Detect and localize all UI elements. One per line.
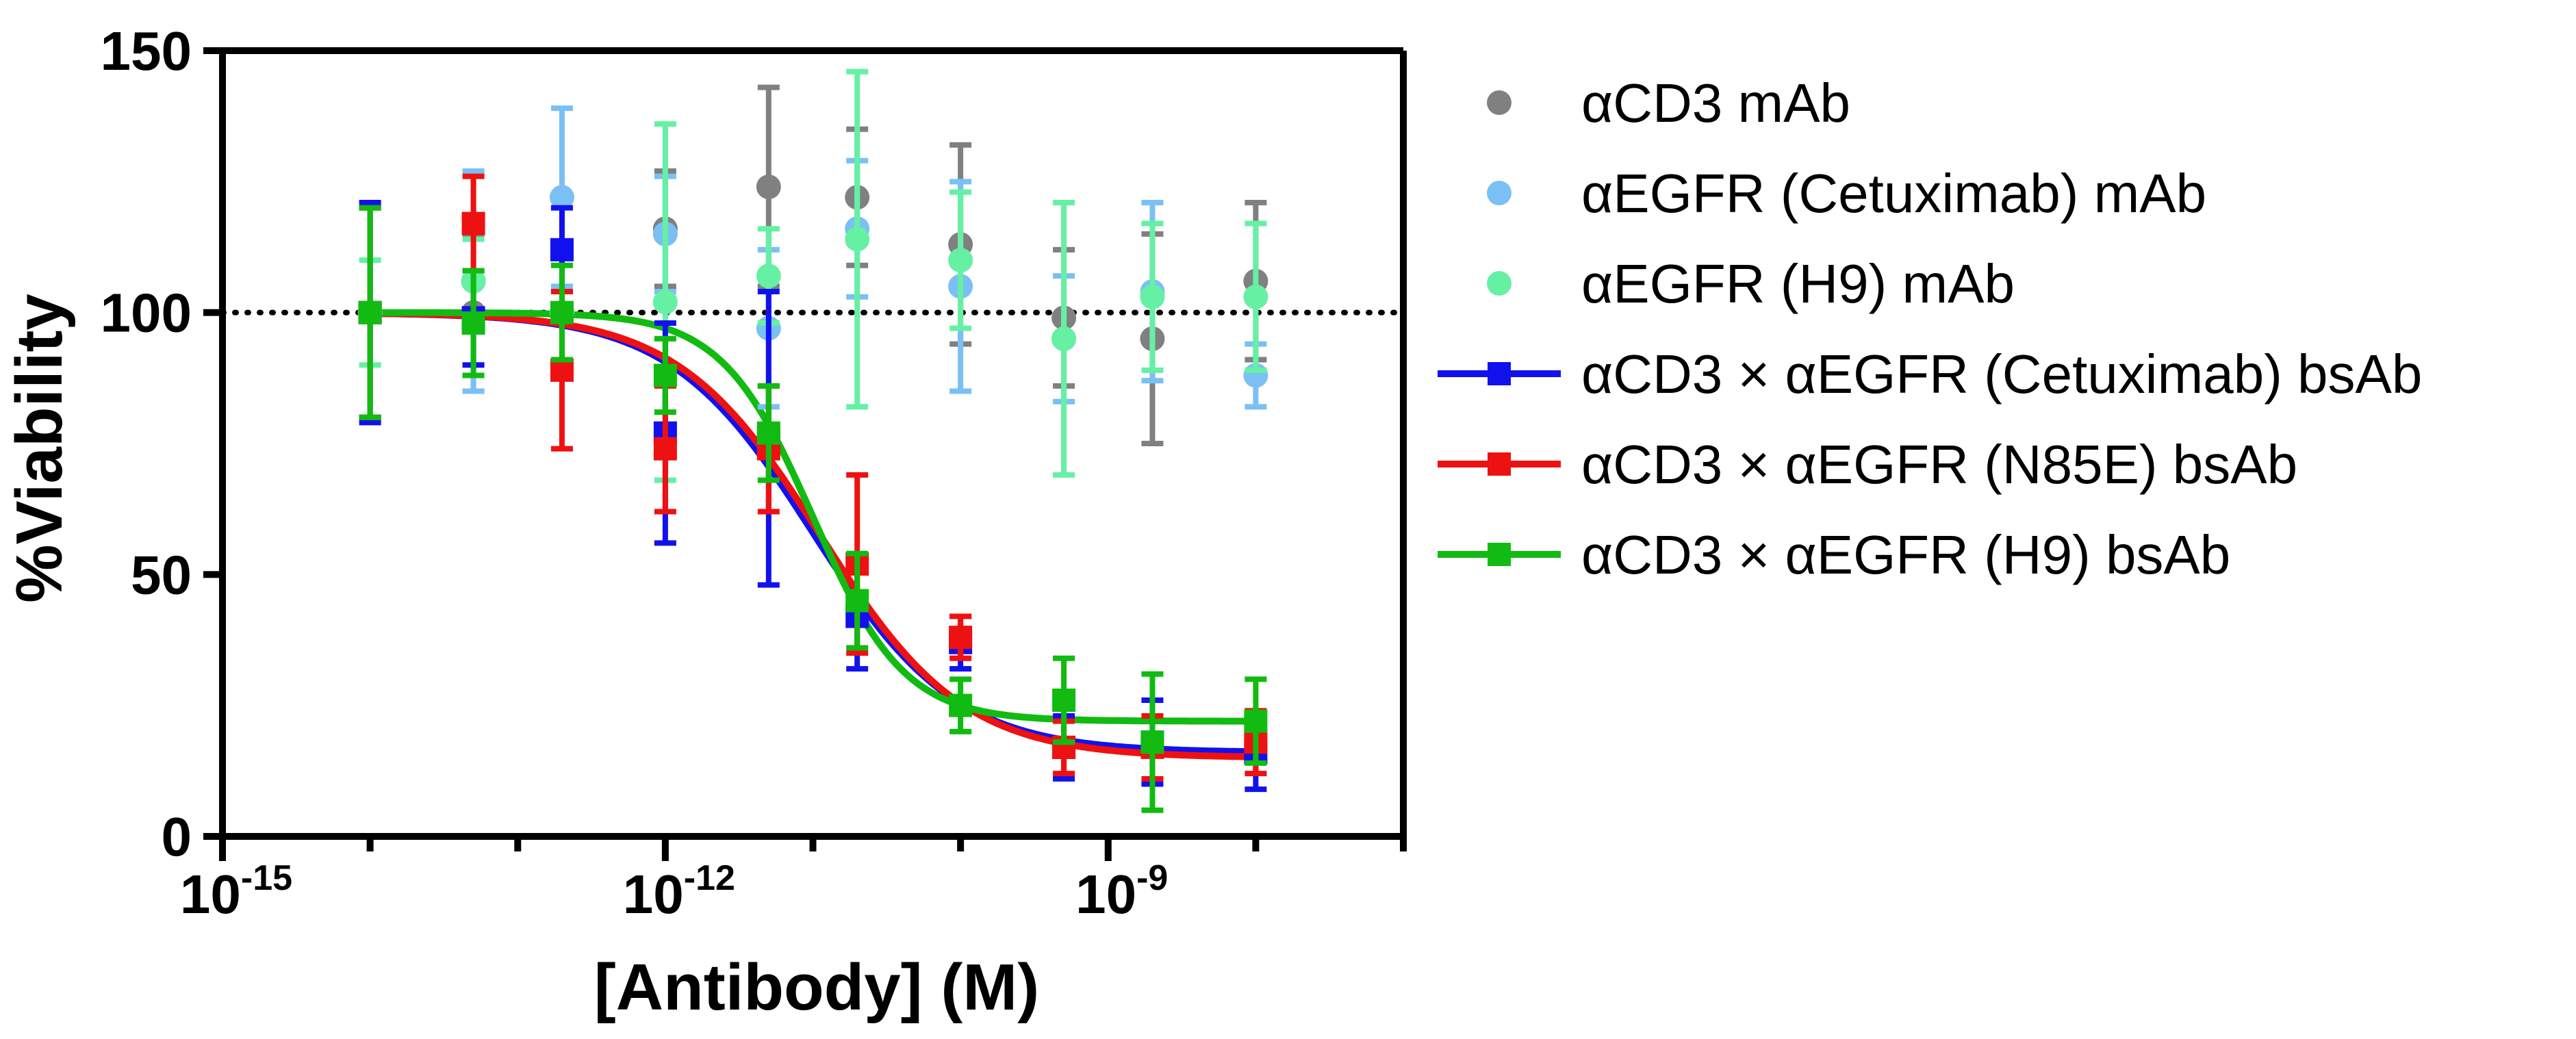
data-point — [461, 211, 485, 235]
x-tick-exponent: -12 — [684, 858, 735, 898]
legend-label: αCD3 × αEGFR (Cetuximab) bsAb — [1581, 344, 2422, 405]
legend-item-5: αCD3 × αEGFR (N85E) bsAb — [1438, 434, 2297, 495]
y-tick-label: 50 — [131, 544, 192, 605]
series-2 — [357, 105, 1268, 420]
legend-item-4: αCD3 × αEGFR (Cetuximab) bsAb — [1438, 344, 2422, 405]
legend-label: αCD3 mAb — [1581, 73, 1850, 133]
legend-marker — [1487, 90, 1512, 115]
data-point — [1243, 284, 1268, 309]
series-5 — [358, 173, 1268, 782]
data-point — [949, 693, 973, 717]
data-point — [1244, 709, 1268, 733]
data-point — [756, 264, 781, 289]
data-point — [461, 311, 485, 335]
data-point — [550, 238, 574, 261]
legend-marker — [1488, 543, 1511, 566]
series-4 — [358, 199, 1268, 793]
legend-label: αEGFR (H9) mAb — [1581, 253, 2015, 314]
legend-item-1: αCD3 mAb — [1487, 73, 1850, 133]
legend-label: αEGFR (Cetuximab) mAb — [1581, 163, 2206, 224]
data-point — [845, 589, 869, 613]
data-point — [358, 300, 382, 324]
y-tick-label: 100 — [101, 283, 192, 344]
data-point — [845, 227, 870, 252]
data-point — [1140, 730, 1164, 754]
y-axis-title: %Viability — [3, 294, 76, 603]
legend-item-2: αEGFR (Cetuximab) mAb — [1487, 163, 2206, 224]
legend-marker — [1487, 181, 1512, 205]
x-tick-exponent: -9 — [1136, 858, 1168, 898]
x-tick-label: 10-15 — [180, 858, 292, 925]
y-tick-label: 150 — [101, 21, 192, 81]
legend-marker — [1488, 452, 1511, 476]
x-tick-label: 10-12 — [623, 858, 735, 925]
legend: αCD3 mAb αEGFR (Cetuximab) mAb αEGFR (H9) … — [1438, 73, 2422, 585]
x-tick-base: 10 — [623, 864, 684, 925]
series-6 — [358, 205, 1268, 813]
x-tick-base: 10 — [1075, 864, 1136, 925]
x-tick-exponent: -15 — [241, 858, 292, 898]
plot-area — [220, 68, 1406, 813]
data-point — [653, 363, 677, 387]
legend-label: αCD3 × αEGFR (N85E) bsAb — [1581, 434, 2297, 495]
data-point — [653, 437, 677, 461]
data-point — [1051, 326, 1077, 351]
legend-item-6: αCD3 × αEGFR (H9) bsAb — [1438, 524, 2230, 585]
x-tick-label: 10-9 — [1075, 858, 1168, 925]
data-point — [756, 421, 780, 445]
legend-marker — [1488, 362, 1511, 385]
x-tick-base: 10 — [180, 864, 241, 925]
data-point — [756, 174, 781, 199]
data-point — [550, 300, 574, 324]
x-axis-title: [Antibody] (M) — [594, 951, 1039, 1024]
data-point — [652, 290, 678, 315]
series-3 — [357, 68, 1268, 483]
fit-curve-4 — [370, 309, 1256, 756]
fit-curve-6 — [370, 309, 1256, 725]
legend-marker — [1487, 271, 1512, 296]
data-point — [549, 185, 574, 210]
y-tick-label: 0 — [162, 806, 192, 867]
legend-label: αCD3 × αEGFR (H9) bsAb — [1581, 524, 2230, 585]
data-point — [949, 626, 973, 650]
series-1 — [357, 84, 1268, 446]
data-point — [1052, 689, 1076, 713]
data-point — [1140, 284, 1165, 309]
legend-item-3: αEGFR (H9) mAb — [1487, 253, 2015, 314]
data-point — [948, 248, 973, 273]
